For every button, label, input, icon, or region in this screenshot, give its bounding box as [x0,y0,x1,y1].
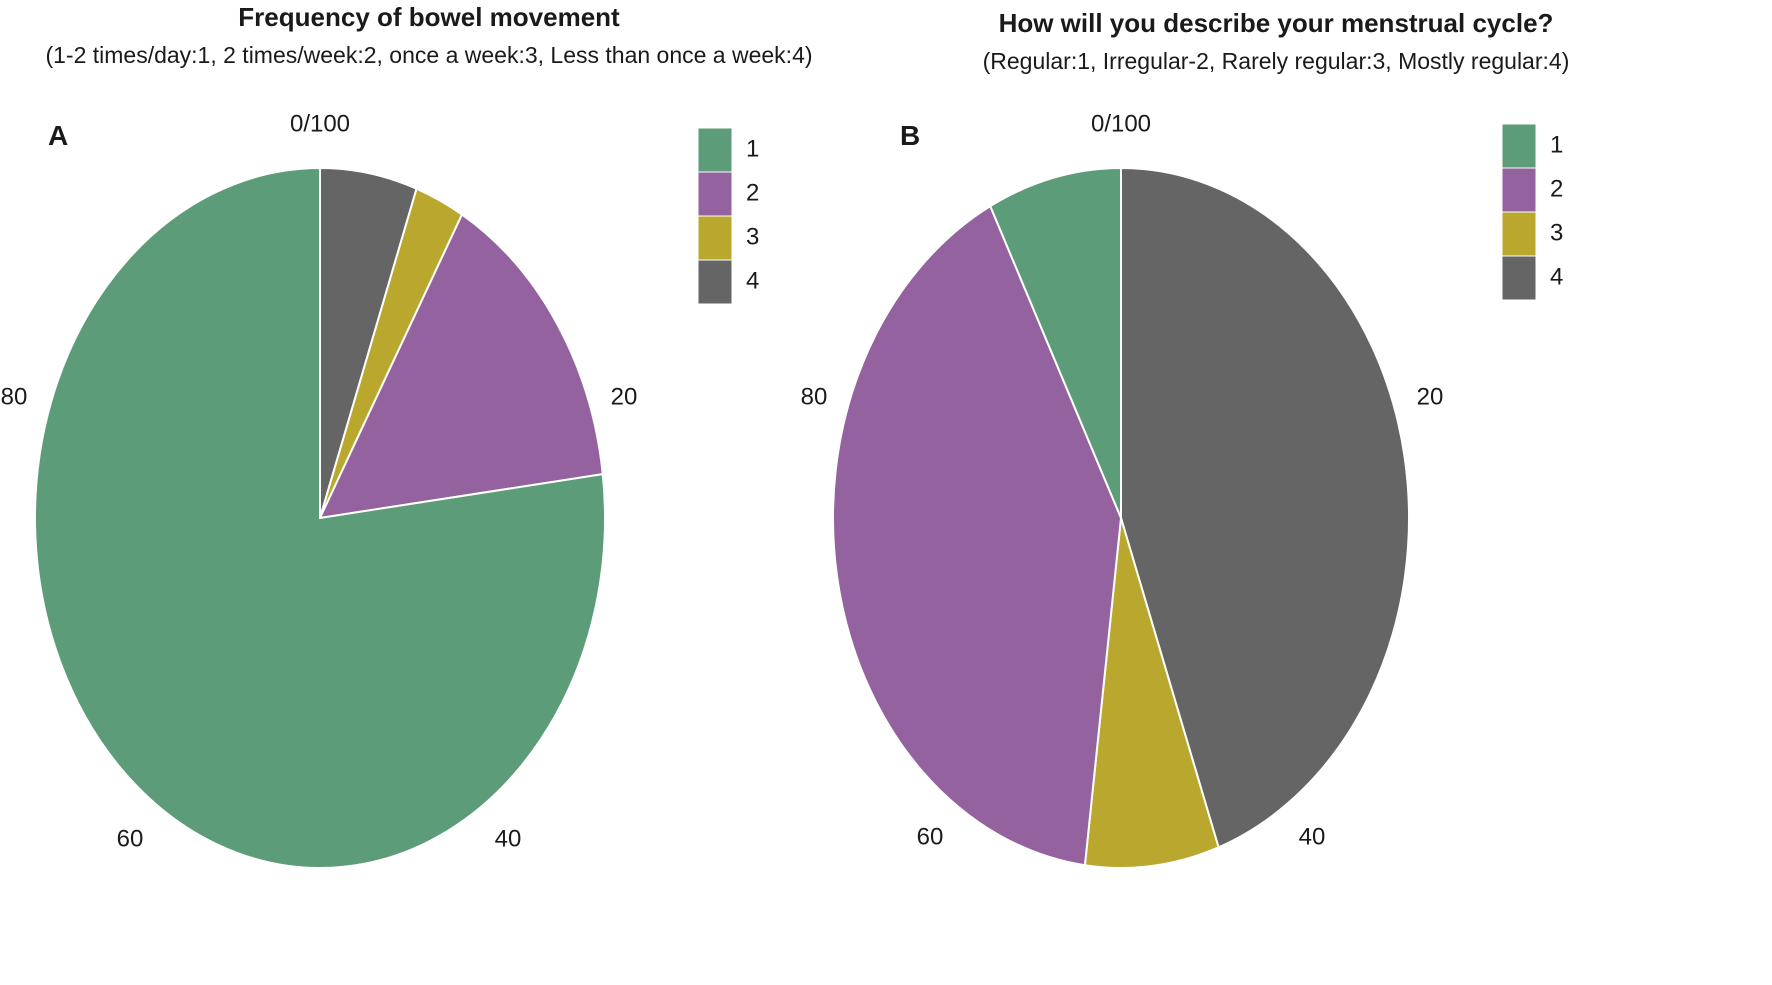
legend-label: 1 [746,135,759,162]
tick-label: 80 [1,383,28,410]
pie-slice-2 [318,213,604,520]
legend-swatch-4 [697,259,733,305]
legend-swatch-2 [1501,167,1537,213]
tick-label: 80 [801,383,828,410]
legend-label: 3 [746,223,759,250]
chart-panel-a: Frequency of bowel movement (1-2 times/d… [0,0,880,985]
pie-slice-4 [1120,166,1410,849]
chart-subtitle: (1-2 times/day:1, 2 times/week:2, once a… [45,42,813,68]
panel-letter: A [48,120,69,151]
tick-label: 60 [917,823,944,850]
chart-title: Frequency of bowel movement [238,2,620,32]
chart-subtitle: (Regular:1, Irregular-2, Rarely regular:… [982,48,1570,74]
legend-swatch-3 [697,215,733,261]
panel-letter: B [900,120,921,151]
tick-label: 0/100 [1091,110,1151,137]
legend-label: 1 [1550,131,1563,158]
legend-label: 2 [746,179,759,206]
legend-label: 2 [1550,175,1563,202]
tick-label: 40 [1299,823,1326,850]
legend-swatch-2 [697,171,733,217]
legend-label: 4 [746,267,759,294]
tick-label: 40 [495,825,522,852]
pie-slice-3 [1083,517,1220,869]
legend-swatch-1 [1501,123,1537,169]
tick-label: 20 [611,383,638,410]
legend-swatch-1 [697,127,733,173]
pie-slice-1 [988,166,1122,519]
chart-panel-b: How will you describe your menstrual cyc… [801,0,1772,985]
chart-title: How will you describe your menstrual cyc… [998,8,1554,38]
tick-label: 0/100 [290,110,350,137]
tick-label: 60 [117,825,144,852]
tick-label: 20 [1417,383,1444,410]
legend-swatch-3 [1501,211,1537,257]
pie-slice-2 [832,204,1123,867]
legend-label: 4 [1550,263,1563,290]
legend-label: 3 [1550,219,1563,246]
pie-chart: 0/100 20 40 60 80 1 2 3 4 [1,110,759,869]
pie-chart: 0/100 20 40 60 80 1 2 3 4 [801,110,1563,869]
legend-swatch-4 [1501,255,1537,301]
pie-slice-1 [34,166,606,869]
